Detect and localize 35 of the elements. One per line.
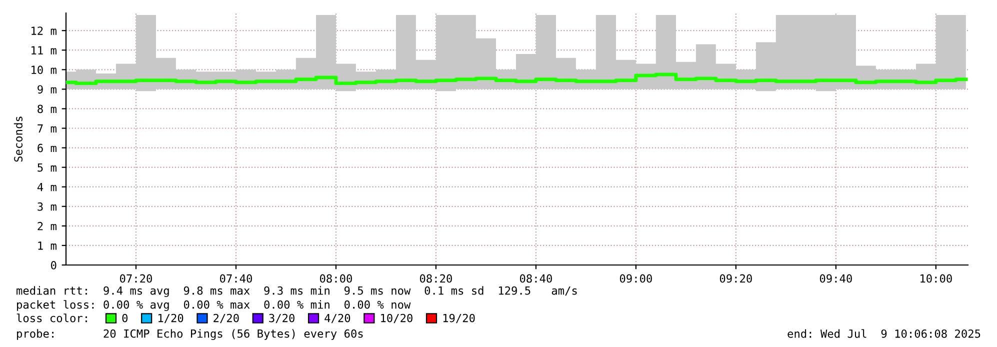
x-tick-label: 10:00 [920, 274, 952, 283]
text: packet loss: 0.00 % avg 0.00 % max 0.00 % min 0.00 % now [17, 300, 411, 311]
legend-label: 1/20 [158, 314, 184, 324]
x-tick-label: 07:40 [220, 274, 252, 283]
y-tick-label: 11 m [32, 46, 56, 54]
legend-title: loss color: [16, 314, 87, 322]
y-tick-label: 12 m [32, 26, 56, 35]
x-tick-label: 08:00 [320, 274, 352, 283]
y-tick-label: 0 [51, 261, 56, 270]
x-tick-label: 09:20 [720, 274, 752, 283]
text: probe: 20 ICMP Echo Pings (56 Bytes) every 60s [17, 329, 363, 340]
legend-label: 19/20 [443, 314, 475, 324]
y-tick-label: 6 m [38, 144, 56, 152]
legend-label: 2/20 [214, 314, 239, 324]
legend-label: 10/20 [381, 314, 412, 324]
y-tick-label: 9 m [38, 85, 56, 94]
legend-label: 4/20 [324, 314, 350, 324]
text: end: Wed Jul 9 10:06:08 2025 [788, 329, 980, 338]
x-tick-label: 08:40 [520, 274, 552, 283]
y-tick-label: 4 m [37, 183, 56, 192]
y-tick-label: 5 m [38, 163, 56, 172]
y-tick-label: 3 m [38, 202, 56, 211]
x-tick-label: 09:00 [620, 274, 652, 283]
y-tick-label: 10 m [32, 66, 56, 74]
text: median rtt: 9.4 ms avg 9.8 ms max 9.3 ms min 9.5 ms now 0.1 ms sd 129.5 am/s [16, 286, 577, 297]
y-tick-label: 7 m [38, 124, 56, 133]
y-tick-label: 8 m [38, 104, 56, 114]
x-tick-label: 07:20 [120, 274, 152, 283]
x-tick-label: 09:40 [820, 274, 852, 283]
legend-label: 3/20 [269, 314, 294, 324]
y-tick-label: 1 m [38, 242, 56, 250]
x-tick-label: 08:20 [420, 274, 452, 283]
y-axis-title: Seconds [14, 116, 23, 162]
y-tick-label: 2 m [38, 222, 56, 230]
legend-label: 0 [122, 314, 128, 322]
